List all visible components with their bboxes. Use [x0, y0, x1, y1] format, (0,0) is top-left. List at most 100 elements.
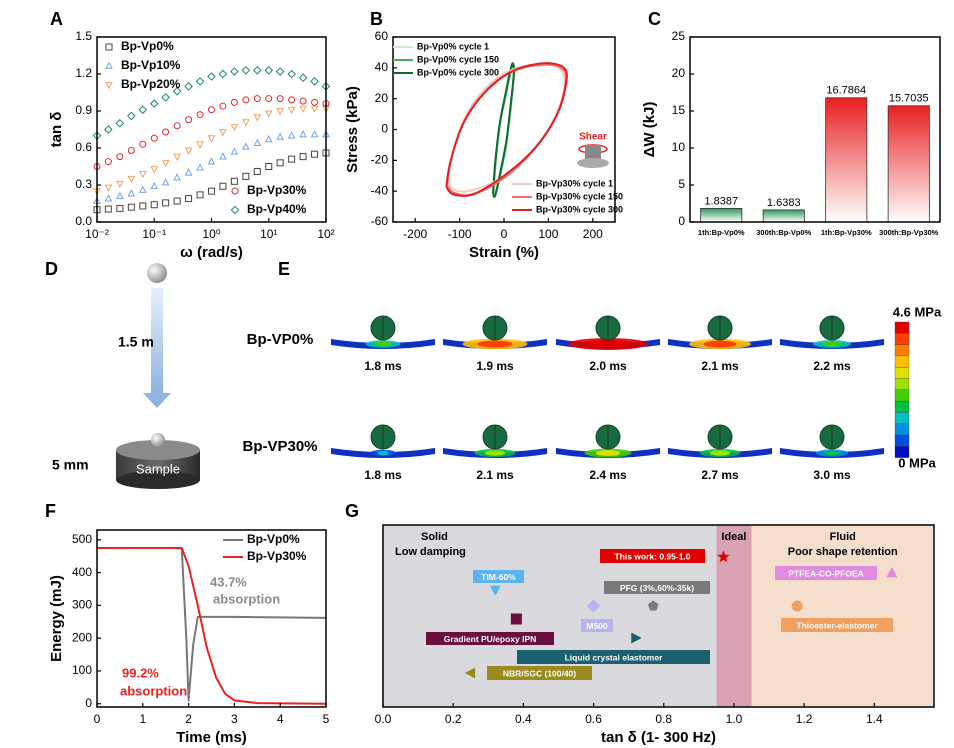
y-tick-label: 10	[672, 140, 686, 154]
data-point	[184, 82, 193, 91]
label-box	[517, 650, 710, 664]
x-axis-label: tan δ (1- 300 Hz)	[601, 729, 716, 746]
y-tick-label: 1.5	[75, 29, 92, 43]
x-axis-label: ω (rad/s)	[180, 244, 243, 261]
sim-time: 2.1 ms	[476, 468, 514, 482]
colorbar-segment	[894, 434, 910, 447]
x-tick-label: 10⁻¹	[142, 227, 166, 241]
colorbar-segment	[894, 389, 910, 402]
y-tick-label: 300	[72, 598, 92, 612]
plot-frame	[382, 524, 935, 708]
y-tick-label: 1.2	[75, 66, 92, 80]
data-line	[493, 63, 516, 195]
data-point	[230, 147, 239, 155]
data-point	[648, 600, 659, 611]
ball	[151, 433, 165, 447]
x-tick-label: 1.4	[866, 712, 883, 726]
shear-fixture	[585, 145, 601, 159]
colorbar-segment	[894, 355, 910, 368]
colorbar-segment	[894, 344, 910, 357]
data-point	[253, 114, 262, 122]
data-point	[298, 73, 308, 83]
y-tick-label: 100	[72, 663, 92, 677]
sim-stress-core	[477, 340, 513, 348]
y-tick-label: 0	[678, 214, 685, 228]
data-point	[172, 86, 182, 96]
data-point	[242, 119, 250, 127]
data-point	[207, 157, 216, 165]
data-point	[230, 177, 238, 185]
sim-stress-core	[709, 450, 731, 456]
data-line	[445, 62, 568, 197]
data-point	[127, 111, 136, 121]
data-point	[173, 173, 181, 181]
colorbar-min: 0 MPa	[898, 455, 936, 470]
colorbar-segment	[894, 321, 910, 334]
row-label: Bp-VP30%	[242, 438, 317, 455]
shear-base	[577, 158, 609, 168]
x-tick-label: 0.4	[515, 712, 532, 726]
y-axis-label: ΔW (kJ)	[641, 102, 658, 158]
data-point	[161, 159, 170, 168]
data-point	[184, 147, 193, 155]
y-tick-label: -60	[371, 214, 389, 228]
data-point	[299, 97, 307, 105]
item-label: PFG (3%,60%-35k)	[620, 583, 694, 593]
data-point	[127, 189, 136, 197]
y-tick-label: 0	[381, 122, 388, 136]
legend-key	[105, 43, 113, 51]
x-tick-label: 1th:Bp-Vp0%	[698, 228, 745, 237]
legend-key	[105, 82, 113, 90]
x-tick-label: 10⁻²	[85, 227, 109, 241]
label-box	[581, 619, 613, 632]
panel-label: E	[278, 259, 290, 279]
sim-stress-core	[586, 340, 630, 348]
data-point	[185, 116, 193, 124]
y-tick-label: 500	[72, 532, 92, 546]
x-tick-label: -200	[403, 227, 427, 241]
data-point	[138, 171, 147, 179]
colorbar-segment	[894, 446, 910, 458]
x-tick-label: 300th:Bp-Vp30%	[879, 228, 939, 237]
annotation: absorption	[120, 683, 187, 698]
data-point	[138, 185, 147, 193]
data-point	[138, 105, 148, 115]
data-point	[253, 95, 261, 103]
colorbar-segment	[894, 367, 910, 379]
x-tick-label: 0.2	[445, 712, 462, 726]
region-label: Fluid	[830, 531, 856, 543]
legend-label: Bp-Vp20%	[121, 77, 181, 91]
data-point	[299, 130, 307, 138]
data-point	[310, 130, 319, 138]
colorbar-segment	[894, 378, 910, 390]
data-point	[218, 69, 228, 79]
legend-label: Bp-Vp10%	[121, 58, 181, 72]
value-label: 15.7035	[889, 93, 929, 105]
y-tick-label: 0	[85, 696, 92, 710]
data-point	[631, 632, 642, 644]
x-tick-label: 0	[94, 712, 101, 726]
colorbar-segment	[894, 423, 910, 436]
x-tick-label: 1	[139, 712, 146, 726]
item-label: NBR/SGC (100/40)	[503, 668, 576, 678]
y-tick-label: 20	[375, 91, 389, 105]
drop-test-diagram: 1.5 m Sample 5 mm	[52, 263, 200, 489]
data-point	[242, 172, 250, 180]
data-point	[252, 65, 262, 75]
value-label: 1.8387	[704, 195, 738, 207]
y-tick-label: 40	[375, 60, 389, 74]
x-tick-label: 2	[185, 712, 192, 726]
sim-stress-core	[824, 450, 840, 456]
data-point	[219, 182, 227, 190]
y-tick-label: 25	[672, 29, 686, 43]
data-point	[161, 178, 170, 186]
legend-label: Bp-Vp0% cycle 1	[417, 41, 489, 51]
panel-label: G	[345, 501, 359, 521]
data-point	[149, 99, 159, 108]
data-point	[253, 138, 262, 146]
data-point	[219, 102, 227, 110]
data-line	[97, 547, 327, 702]
data-point	[162, 128, 170, 136]
data-point	[311, 98, 319, 106]
